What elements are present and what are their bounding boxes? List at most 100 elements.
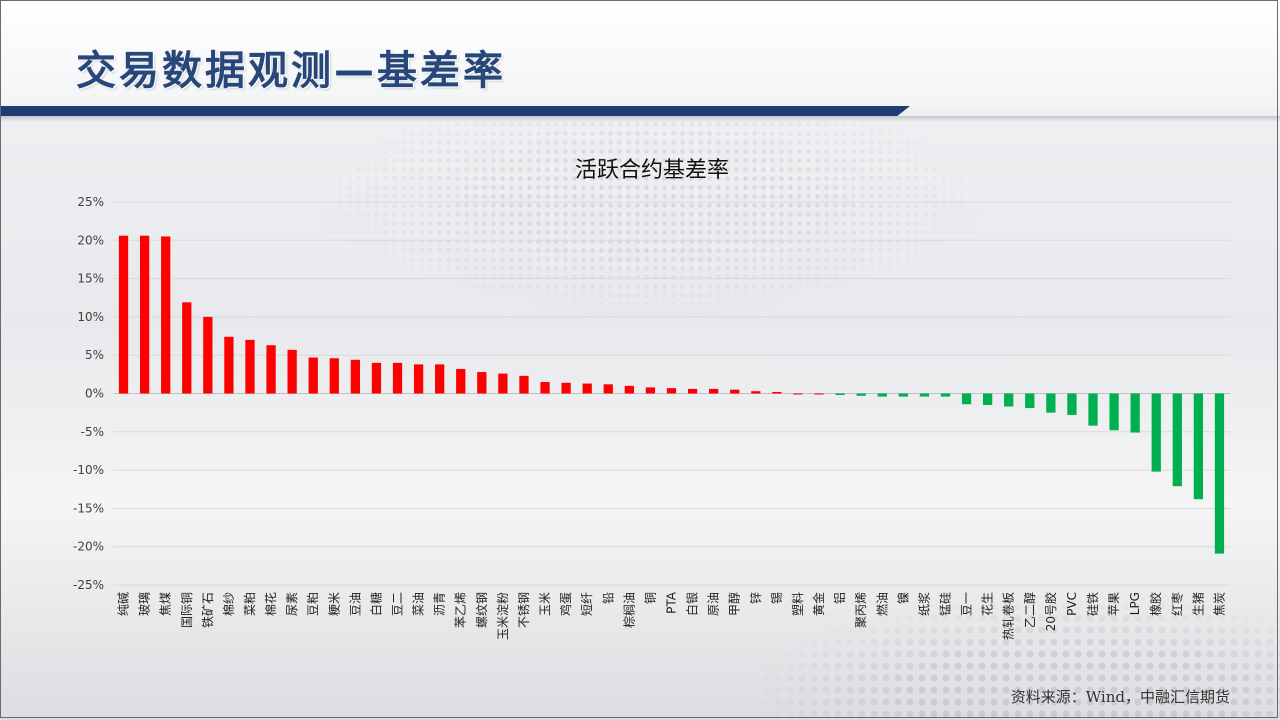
x-tick-label: PVC	[1065, 592, 1079, 616]
bar-21	[561, 382, 571, 394]
x-tick-label: 纯碱	[117, 592, 131, 616]
x-tick-label: 乙二醇	[1022, 592, 1037, 628]
x-tick-label: 豆油	[348, 592, 362, 616]
x-tick-label: 粳米	[327, 592, 341, 616]
x-tick-label: 铝	[832, 592, 847, 604]
dot-pattern-decoration	[760, 600, 1280, 718]
bar-36	[877, 393, 887, 397]
x-tick-label: 铅	[601, 592, 615, 604]
bar-17	[477, 372, 487, 394]
x-tick-label: 棉花	[263, 592, 278, 616]
bar-39	[940, 393, 951, 397]
bar-11	[350, 359, 361, 394]
y-axis: 25% 20% 15% 10% 5% 0% -5% -10% -15% -20% -25%	[73, 195, 104, 592]
bar-6	[245, 339, 255, 394]
bar-20	[540, 382, 550, 394]
x-tick-label: 苹果	[1107, 592, 1121, 616]
x-tick-label: 纸浆	[916, 592, 931, 616]
x-tick-label: 豆一	[960, 592, 974, 616]
x-tick-label: PTA	[665, 591, 679, 614]
x-tick-label: 玻璃	[138, 592, 152, 616]
y-tick-label: -15%	[73, 501, 104, 515]
bar-12	[371, 362, 382, 394]
y-tick-label: 25%	[77, 195, 104, 209]
bar-22	[582, 383, 592, 394]
x-tick-label: 焦炭	[1212, 592, 1226, 616]
bar-49	[1151, 393, 1161, 472]
x-tick-label: 棉纱	[222, 592, 236, 616]
x-tick-label: 菜油	[412, 592, 426, 616]
y-tick-label: 15%	[77, 272, 104, 286]
y-tick-label: 5%	[85, 348, 104, 362]
x-tick-label: 锌	[749, 592, 763, 604]
x-tick-label: 锰硅	[937, 592, 952, 616]
bar-24	[624, 385, 634, 394]
y-tick-label: -20%	[73, 540, 104, 554]
bar-34	[835, 393, 845, 396]
bar-18	[498, 373, 508, 394]
bar-32	[793, 393, 803, 395]
bar-51	[1193, 393, 1204, 500]
bar-37	[898, 393, 908, 397]
x-tick-label: 热轧卷板	[1001, 592, 1016, 640]
x-tick-label: 不锈钢	[517, 592, 531, 628]
x-tick-label: 玉米淀粉	[496, 592, 510, 640]
x-axis-labels: 纯碱 玻璃 焦煤 国际铜 铁矿石 棉纱 菜粕 棉花 尿素 豆粕 粳米 豆油 白糖 豆二 菜油 沥青 苯乙烯 螺纹钢…	[117, 591, 1227, 640]
bar-43	[1025, 393, 1035, 409]
x-tick-label: 螺纹钢	[475, 592, 489, 628]
x-tick-label: 豆粕	[305, 592, 320, 616]
bar-30	[751, 391, 761, 394]
bar-13	[392, 362, 403, 394]
bar-7	[266, 345, 276, 394]
bar-8	[287, 349, 297, 394]
bar-2	[161, 236, 171, 394]
bar-0	[118, 235, 129, 394]
bar-5	[224, 336, 234, 394]
bar-1	[139, 235, 150, 394]
x-tick-label: 锡	[769, 592, 784, 604]
bar-26	[666, 388, 677, 394]
x-tick-label: 国际铜	[179, 592, 194, 628]
slide-title: 交易数据观测—基差率	[76, 48, 506, 94]
bar-14	[413, 364, 424, 394]
bar-45	[1067, 393, 1077, 415]
bar-19	[519, 375, 529, 394]
x-tick-label: 豆二	[391, 592, 405, 616]
bar-27	[687, 388, 698, 394]
x-tick-label: 尿素	[285, 592, 299, 616]
chart-title: 活跃合约基差率	[575, 158, 729, 183]
bar-16	[456, 368, 466, 394]
bar-3	[182, 302, 192, 394]
bar-33	[814, 393, 824, 395]
bar-46	[1088, 393, 1098, 426]
bar-52	[1214, 393, 1225, 554]
bar-42	[1004, 393, 1014, 407]
bar-31	[772, 391, 782, 394]
x-tick-label: 玉米	[538, 592, 552, 616]
bar-41	[982, 393, 993, 405]
title-underline-shadow	[0, 116, 1280, 122]
bar-28	[709, 388, 719, 394]
bar-47	[1109, 393, 1119, 431]
x-tick-label: 橡胶	[1148, 592, 1163, 616]
x-tick-label: 短纤	[580, 592, 594, 616]
chart-bars	[118, 235, 1225, 554]
y-tick-label: 0%	[85, 387, 104, 401]
x-tick-label: 苯乙烯	[454, 592, 468, 628]
bar-40	[961, 393, 972, 405]
x-tick-label: 燃油	[874, 592, 889, 616]
x-tick-label: 甲醇	[727, 592, 742, 616]
bar-25	[645, 387, 656, 394]
bar-9	[308, 357, 318, 394]
x-tick-label: 铜	[642, 592, 657, 604]
header-band	[0, 0, 1280, 108]
x-tick-label: 菜粕	[242, 592, 257, 616]
x-tick-label: 生猪	[1191, 592, 1205, 616]
y-tick-label: -10%	[73, 463, 104, 477]
title-underline-bar	[0, 106, 910, 116]
bar-38	[919, 393, 930, 397]
y-tick-label: 20%	[77, 233, 104, 247]
y-tick-label: -5%	[81, 425, 104, 439]
x-tick-label: 原油	[707, 592, 721, 616]
y-tick-label: -25%	[73, 578, 104, 592]
